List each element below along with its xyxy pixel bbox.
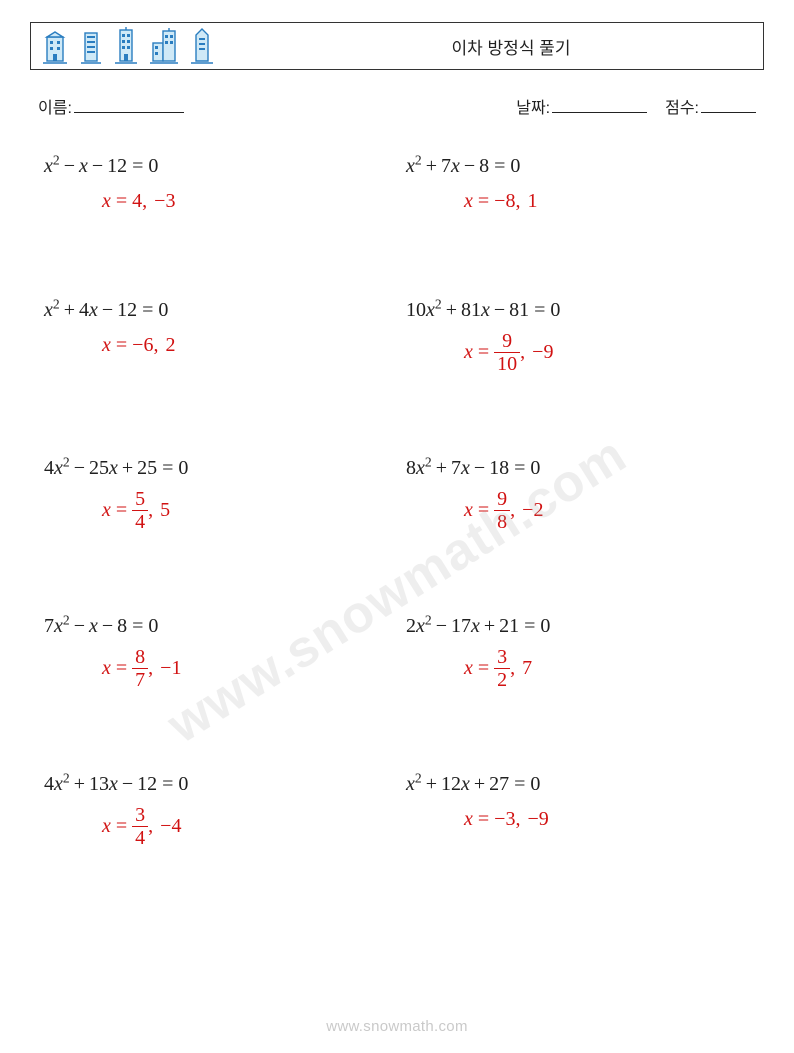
answer: x=−3, −9 [406, 805, 750, 834]
problem: x2+12x+27=0 x=−3, −9 [406, 770, 750, 848]
problem: 8x2+7x−18=0 x=98, −2 [406, 454, 750, 532]
equation: x2−x−12=0 [44, 152, 388, 181]
problem: x2+7x−8=0 x=−8, 1 [406, 152, 750, 216]
problem: 2x2−17x+21=0 x=32, 7 [406, 612, 750, 690]
name-field: 이름: [38, 94, 184, 118]
equation: 7x2−x−8=0 [44, 612, 388, 641]
building-icon [113, 27, 139, 65]
answer: x=98, −2 [406, 489, 750, 532]
worksheet-title: 이차 방정식 풀기 [215, 34, 747, 59]
equation: 10x2+81x−81=0 [406, 296, 750, 325]
date-blank[interactable] [552, 96, 647, 113]
date-field: 날짜: [516, 94, 647, 118]
answer: x=−6, 2 [44, 331, 388, 360]
building-icon [189, 27, 215, 65]
header-box: 이차 방정식 풀기 [30, 22, 764, 70]
building-icon [149, 27, 179, 65]
building-icon [41, 31, 69, 65]
answer: x=4, −3 [44, 187, 388, 216]
equation: 4x2+13x−12=0 [44, 770, 388, 799]
header-icons [41, 27, 215, 65]
score-blank[interactable] [701, 96, 756, 113]
problem: 10x2+81x−81=0 x=910, −9 [406, 296, 750, 374]
info-row: 이름: 날짜: 점수: [30, 94, 764, 118]
problem: 4x2−25x+25=0 x=54, 5 [44, 454, 388, 532]
worksheet-page: 이차 방정식 풀기 이름: 날짜: 점수: x2−x−12=0x=4, −3x2… [0, 0, 794, 1053]
answer: x=54, 5 [44, 489, 388, 532]
answer: x=34, −4 [44, 805, 388, 848]
problem: 7x2−x−8=0 x=87, −1 [44, 612, 388, 690]
date-label: 날짜: [516, 100, 550, 117]
problem: x2−x−12=0 x=4, −3 [44, 152, 388, 216]
name-blank[interactable] [74, 96, 184, 113]
name-label: 이름: [38, 100, 72, 117]
equation: 8x2+7x−18=0 [406, 454, 750, 483]
building-icon [79, 29, 103, 65]
problem: x2+4x−12=0 x=−6, 2 [44, 296, 388, 374]
score-label: 점수: [665, 100, 699, 117]
equation: x2+12x+27=0 [406, 770, 750, 799]
footer-link: www.snowmath.com [0, 1018, 794, 1035]
equation: x2+4x−12=0 [44, 296, 388, 325]
equation: 4x2−25x+25=0 [44, 454, 388, 483]
answer: x=910, −9 [406, 331, 750, 374]
problem: 4x2+13x−12=0 x=34, −4 [44, 770, 388, 848]
problems-grid: x2−x−12=0 x=4, −3 x2+7x−8=0 x=−8, 1 x2+4x−12… [30, 152, 764, 848]
equation: 2x2−17x+21=0 [406, 612, 750, 641]
equation: x2+7x−8=0 [406, 152, 750, 181]
answer: x=−8, 1 [406, 187, 750, 216]
answer: x=32, 7 [406, 647, 750, 690]
score-field: 점수: [665, 94, 756, 118]
answer: x=87, −1 [44, 647, 388, 690]
